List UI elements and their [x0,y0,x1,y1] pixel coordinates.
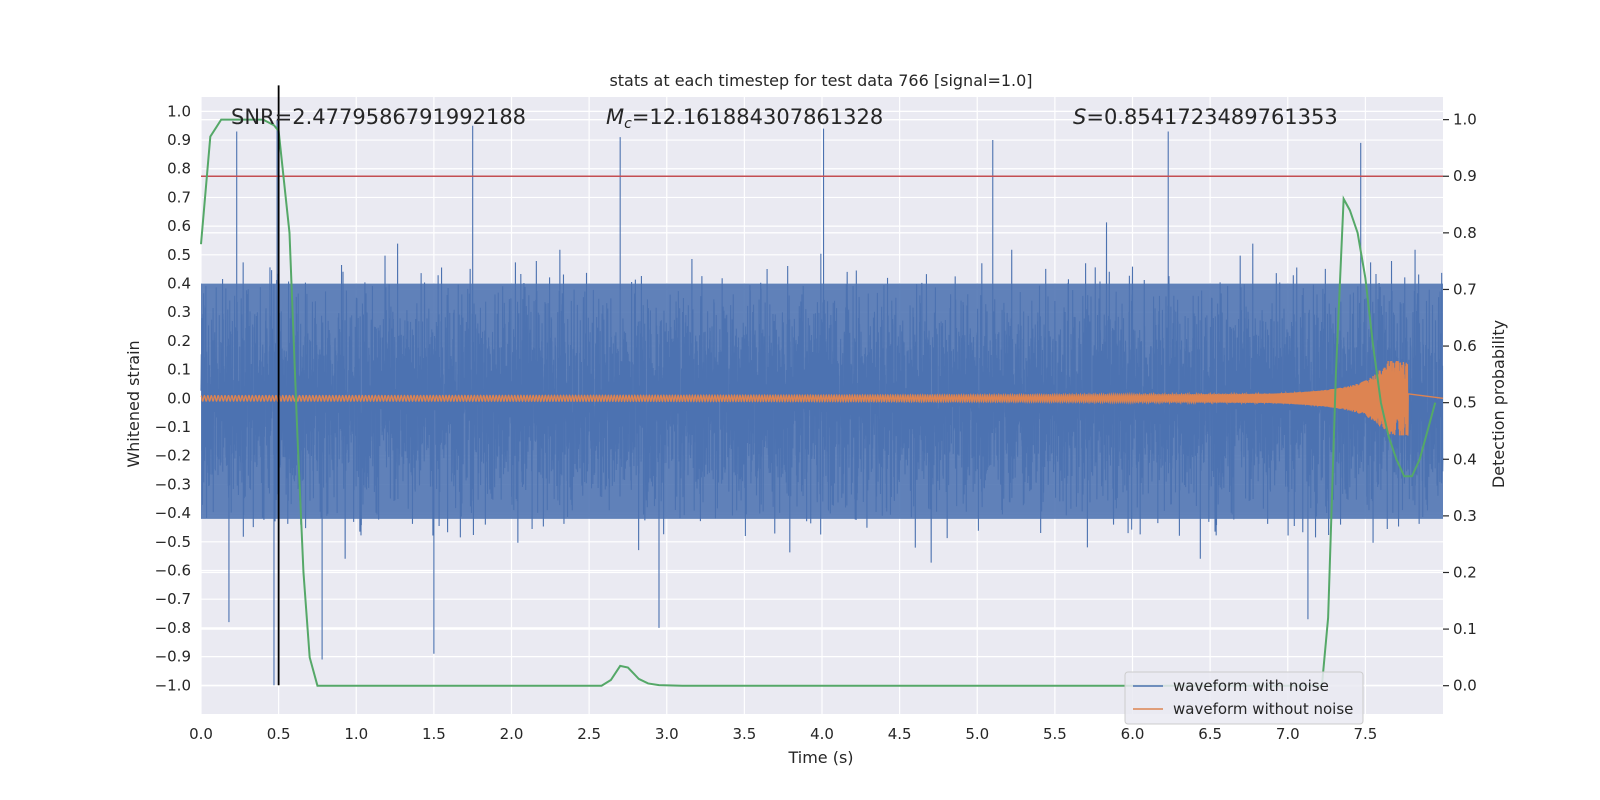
x-tick-label: 1.0 [344,725,368,743]
y-tick-label: 0.8 [167,160,191,178]
x-tick-label: 5.5 [1043,725,1067,743]
x-tick-label: 4.0 [810,725,834,743]
y-tick-label: −0.9 [155,648,191,666]
x-tick-label: 7.0 [1276,725,1300,743]
legend-label-chirp: waveform without noise [1173,700,1353,718]
legend-label-noise: waveform with noise [1173,677,1329,695]
y2-tick-label: 0.6 [1453,337,1477,355]
s-statistic-annotation: S=0.8541723489761353 [1073,105,1338,129]
s-statistic-symbol: S [1073,105,1086,129]
plot-layer [200,85,1444,687]
y2-tick-label: 0.9 [1453,167,1477,185]
y-tick-label: 0.7 [167,188,191,206]
legend-frame [1124,671,1364,725]
chirp-mass-annotation: Mc=12.161884307861328 [606,105,883,132]
y-tick-label: −0.6 [155,562,191,580]
y-tick-label: 0.5 [167,246,191,264]
y-tick-label: −1.0 [155,676,191,694]
x-tick-label: 2.5 [577,725,601,743]
y-tick-label: 1.0 [167,102,191,120]
y2-tick-label: 0.3 [1453,507,1477,525]
x-tick-label: 0.5 [267,725,291,743]
snr-annotation: SNR=2.4779586791992188 [231,105,526,129]
y-tick-label: 0.3 [167,303,191,321]
y-axis-label: Whitened strain [124,340,143,467]
series-line-probability [200,118,1437,687]
series-line-chirp [200,361,1444,436]
y-tick-label: 0.2 [167,332,191,350]
y-axis-ticks: −1.0 −0.9 −0.8 −0.7 −0.6 −0.5 −0.4 −0.3 −0.2 −0.1… [155,102,191,694]
x-axis-label: Time (s) [787,748,853,767]
y-tick-label: −0.4 [155,504,191,522]
y-tick-label: −0.2 [155,447,191,465]
y-tick-label: 0.0 [167,389,191,407]
y-tick-label: 0.9 [167,131,191,149]
x-tick-label: 0.0 [189,725,213,743]
y2-tick-label: 0.1 [1453,620,1477,638]
y-tick-label: 0.6 [167,217,191,235]
x-tick-label: 6.5 [1198,725,1222,743]
y2-tick-label: 0.7 [1453,280,1477,298]
x-tick-label: 3.0 [655,725,679,743]
x-tick-label: 4.5 [888,725,912,743]
legend: waveform with noise waveform without noi… [1124,671,1364,725]
y2-tick-label: 0.0 [1453,677,1477,695]
x-axis-ticks: 0.0 0.5 1.0 1.5 2.0 2.5 3.0 3.5 4.0 4.5 5.0 5.5 6.0 6… [189,725,1377,743]
y2-tick-label: 0.2 [1453,563,1477,581]
x-tick-label: 5.0 [965,725,989,743]
y2-tick-label: 0.8 [1453,224,1477,242]
y2-axis-label: Detection probability [1489,320,1508,488]
y-tick-label: −0.8 [155,619,191,637]
y-tick-label: 0.4 [167,275,191,293]
y2-axis-ticks: 0.0 0.1 0.2 0.3 0.4 0.5 0.6 0.7 0.8 0.9 1.0 [1443,111,1477,695]
x-tick-label: 2.0 [500,725,524,743]
x-tick-label: 1.5 [422,725,446,743]
chart-title: stats at each timestep for test data 766… [609,71,1032,90]
y-tick-label: −0.1 [155,418,191,436]
chirp-mass-subscript: c [624,116,632,132]
chirp-mass-value: =12.161884307861328 [632,105,883,129]
y-tick-label: −0.5 [155,533,191,551]
x-tick-label: 3.5 [732,725,756,743]
y2-tick-label: 0.5 [1453,394,1477,412]
y-tick-label: 0.1 [167,361,191,379]
y-tick-label: −0.7 [155,590,191,608]
y2-tick-label: 1.0 [1453,111,1477,129]
x-tick-label: 7.5 [1353,725,1377,743]
chirp-mass-symbol: M [606,105,624,129]
y-tick-label: −0.3 [155,475,191,493]
x-tick-label: 6.0 [1121,725,1145,743]
y2-tick-label: 0.4 [1453,450,1477,468]
s-statistic-value: =0.8541723489761353 [1086,105,1337,129]
